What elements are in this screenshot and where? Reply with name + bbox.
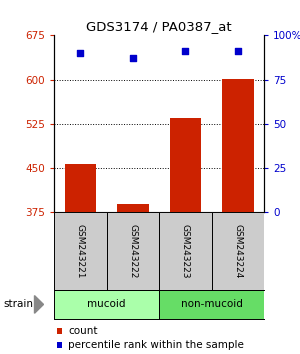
Point xyxy=(130,56,135,61)
Bar xyxy=(169,118,201,212)
Text: non-mucoid: non-mucoid xyxy=(181,299,242,309)
Bar xyxy=(159,290,264,319)
Point xyxy=(183,48,188,54)
Bar xyxy=(117,204,148,212)
Bar xyxy=(212,212,264,290)
Bar xyxy=(54,290,159,319)
Text: percentile rank within the sample: percentile rank within the sample xyxy=(68,340,244,350)
Bar xyxy=(54,212,106,290)
Text: strain: strain xyxy=(3,299,33,309)
Bar xyxy=(159,212,211,290)
Point xyxy=(236,48,240,54)
Text: GSM243224: GSM243224 xyxy=(233,224,242,279)
Point xyxy=(78,50,83,56)
Bar xyxy=(222,79,254,212)
Text: GSM243222: GSM243222 xyxy=(128,224,137,279)
Text: mucoid: mucoid xyxy=(87,299,126,309)
Text: GSM243221: GSM243221 xyxy=(76,224,85,279)
Bar xyxy=(64,164,96,212)
Text: GSM243223: GSM243223 xyxy=(181,224,190,279)
Bar xyxy=(106,212,159,290)
Text: count: count xyxy=(68,326,98,336)
Title: GDS3174 / PA0387_at: GDS3174 / PA0387_at xyxy=(86,20,232,33)
